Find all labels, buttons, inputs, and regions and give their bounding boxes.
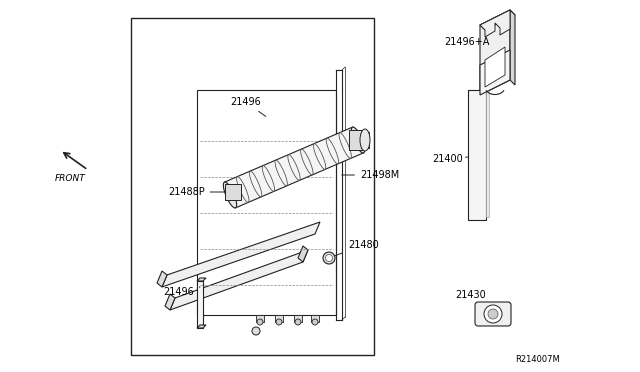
Polygon shape [197,281,203,328]
Circle shape [276,319,282,325]
Text: 21430: 21430 [455,290,486,300]
Bar [486,87,489,217]
Ellipse shape [223,182,237,208]
FancyBboxPatch shape [475,302,511,326]
Text: FRONT: FRONT [54,173,85,183]
Circle shape [257,319,263,325]
Polygon shape [298,246,308,262]
Bar [225,184,241,200]
Ellipse shape [351,127,365,153]
Polygon shape [480,10,515,30]
Text: 21496: 21496 [230,97,266,116]
Ellipse shape [488,309,498,319]
Bar [361,132,369,148]
Bar [256,315,264,322]
Ellipse shape [484,305,502,323]
Bar [349,130,363,150]
Bar [311,315,319,322]
Circle shape [312,319,318,325]
Text: 21488P: 21488P [168,187,236,197]
Polygon shape [480,10,510,95]
Ellipse shape [360,129,370,151]
Polygon shape [165,294,175,310]
Polygon shape [162,222,320,287]
Circle shape [295,319,301,325]
Bar [294,315,302,322]
Text: 21498M: 21498M [342,170,399,180]
Polygon shape [170,250,308,310]
Bar [275,315,283,322]
Polygon shape [485,47,505,87]
Polygon shape [510,10,515,85]
Circle shape [326,254,333,262]
Circle shape [323,252,335,264]
Text: R214007M: R214007M [515,356,560,365]
Text: 21480: 21480 [332,240,379,257]
Polygon shape [197,278,206,281]
Polygon shape [157,271,167,287]
Text: 21496: 21496 [163,287,200,297]
Bar [468,90,486,220]
Polygon shape [197,325,206,328]
Polygon shape [480,10,510,37]
Circle shape [252,327,260,335]
Bar [131,18,374,355]
Polygon shape [225,127,364,208]
Text: 21400: 21400 [432,154,468,164]
Polygon shape [480,50,510,95]
Text: 21496+A: 21496+A [444,37,490,47]
